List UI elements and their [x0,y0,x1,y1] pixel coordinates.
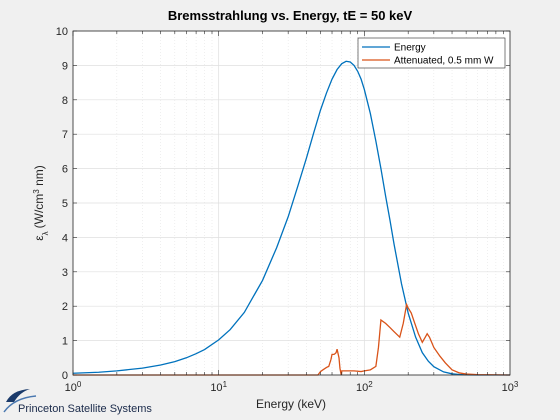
y-axis-label: ελ (W/cm3 nm) [32,165,50,240]
y-axis-unit-a: (W/cm [32,194,46,229]
legend-label-energy: Energy [394,43,426,54]
legend: Energy Attenuated, 0.5 mm W [357,37,506,69]
y-tick-labels: 0 1 2 3 4 5 6 7 8 9 10 [56,26,68,382]
x-tick-label: 100 [65,380,82,395]
chart-title: Bremsstrahlung vs. Energy, tE = 50 keV [168,8,413,23]
series-lines [72,60,511,376]
x-tick-base: 10 [210,382,222,394]
y-axis-subscript: λ [41,231,50,235]
y-tick-label: 2 [62,301,68,313]
y-tick-label: 6 [62,164,68,176]
axis-ticks [72,30,510,376]
y-axis-unit-sup: 3 [32,189,41,194]
x-tick-label: 101 [210,380,227,395]
x-tick-exponent: 0 [77,380,82,389]
legend-label-attenuated: Attenuated, 0.5 mm W [394,56,494,67]
x-axis-label: Energy (keV) [256,397,326,411]
y-tick-label: 9 [62,60,68,72]
x-tick-exponent: 1 [223,380,228,389]
logo-arc-icon [3,395,37,413]
x-tick-exponent: 2 [368,380,373,389]
y-tick-label: 5 [62,198,68,210]
y-tick-label: 8 [62,95,68,107]
y-tick-label: 3 [62,267,68,279]
legend-box [357,37,506,69]
logo-text: Princeton Satellite Systems [18,403,152,415]
y-tick-label: 10 [56,26,68,38]
y-tick-label: 0 [62,370,68,382]
company-logo: Princeton Satellite Systems [3,389,152,415]
x-tick-label: 102 [356,380,373,395]
y-axis-unit-b: nm) [32,165,46,189]
x-tick-base: 10 [356,382,368,394]
x-tick-exponent: 3 [514,380,519,389]
x-tick-labels: 100 101 102 103 [65,380,519,395]
logo-swoosh-icon [6,389,30,402]
y-tick-label: 7 [62,129,68,141]
series-line-energy [72,60,510,376]
y-axis-symbol: ε [32,235,46,241]
series-line-attenuated [73,302,511,376]
y-tick-label: 4 [62,232,68,244]
x-tick-label: 103 [502,380,519,395]
y-tick-label: 1 [62,336,68,348]
x-tick-base: 10 [502,382,514,394]
x-tick-base: 10 [65,382,77,394]
